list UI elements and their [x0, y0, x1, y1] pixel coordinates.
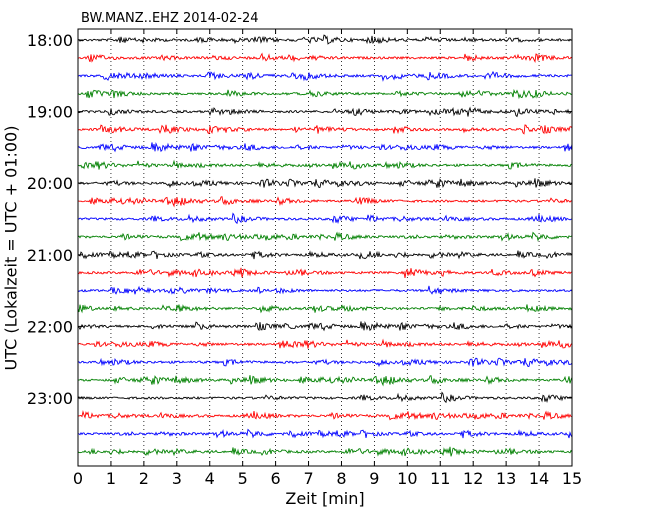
y-tick-label: 22:00: [27, 317, 73, 336]
trace-line: [77, 250, 573, 260]
trace-line: [77, 196, 573, 208]
trace-line: [77, 321, 573, 332]
trace-line: [77, 267, 573, 278]
x-tick-label: 4: [205, 469, 215, 488]
y-tick-label: 19:00: [27, 103, 73, 122]
y-tick-label: 21:00: [27, 246, 73, 265]
trace-line: [77, 88, 573, 100]
trace-line: [77, 409, 573, 421]
trace-line: [77, 70, 573, 82]
x-tick-label: 11: [430, 469, 450, 488]
x-tick-label: 1: [106, 469, 116, 488]
trace-line: [77, 391, 573, 404]
trace-line: [77, 357, 573, 368]
trace-line: [77, 285, 573, 295]
x-tick-label: 6: [271, 469, 281, 488]
x-tick-label: 7: [303, 469, 313, 488]
trace-line: [77, 159, 573, 170]
x-tick-label: 15: [562, 469, 582, 488]
trace-line: [77, 212, 573, 225]
x-tick-label: 2: [139, 469, 149, 488]
x-tick-label: 10: [397, 469, 417, 488]
trace-line: [77, 231, 573, 242]
trace-line: [77, 52, 573, 64]
chart-title: BW.MANZ..EHZ 2014-02-24: [81, 11, 259, 26]
plot-frame: [77, 28, 573, 467]
trace-line: [77, 142, 573, 153]
trace-line: [77, 304, 573, 314]
y-tick-label: 20:00: [27, 174, 73, 193]
x-tick-label: 13: [496, 469, 516, 488]
y-axis-label: UTC (Lokalzeit = UTC + 01:00): [1, 125, 21, 371]
trace-line: [77, 124, 573, 135]
trace-line: [78, 428, 573, 439]
x-tick-label: 5: [238, 469, 248, 488]
trace-line: [77, 106, 573, 118]
trace-line: [77, 446, 573, 457]
trace-line: [77, 34, 573, 45]
trace-line: [77, 178, 573, 189]
y-tick-label: 23:00: [27, 389, 73, 408]
x-tick-label: 3: [172, 469, 182, 488]
x-tick-label: 9: [369, 469, 379, 488]
y-tick-label: 18:00: [27, 31, 73, 50]
x-tick-label: 0: [73, 469, 83, 488]
x-tick-label: 12: [463, 469, 483, 488]
trace-line: [77, 338, 573, 349]
x-axis-label: Zeit [min]: [285, 489, 365, 508]
trace-line: [77, 375, 573, 387]
x-tick-label: 8: [336, 469, 346, 488]
x-tick-label: 14: [529, 469, 549, 488]
